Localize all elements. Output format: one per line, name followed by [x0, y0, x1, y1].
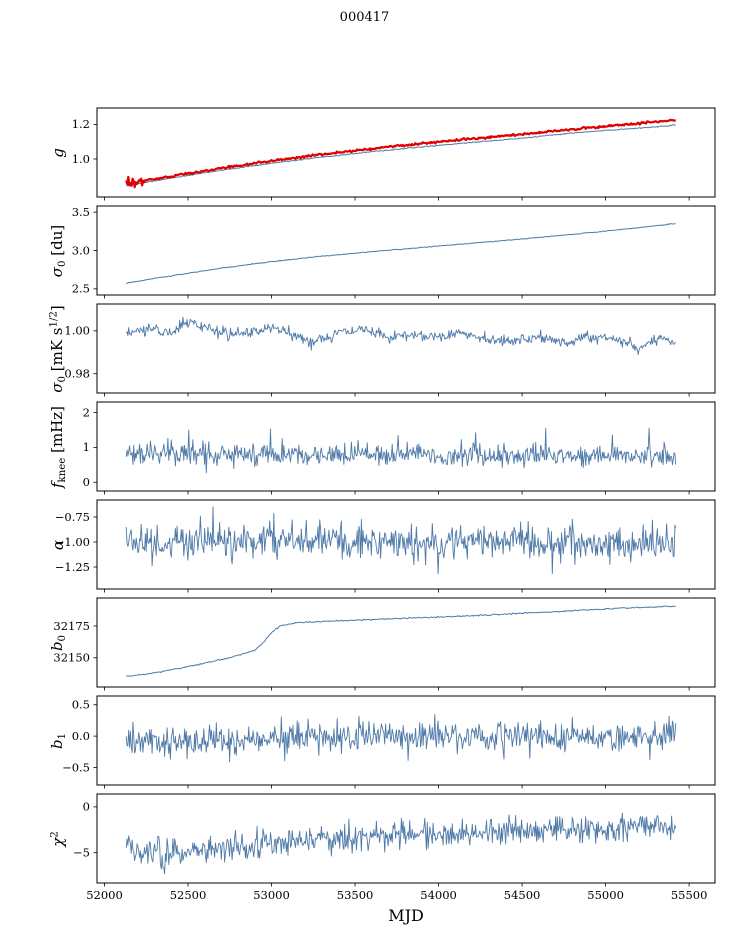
x-tick-label: 54500	[503, 888, 541, 902]
axes-border	[96, 695, 716, 786]
y-axis-label-part: 0	[56, 634, 68, 641]
panel-alpha: −0.75 −1.00 −1.25	[0, 494, 729, 595]
y-tick-label: −0.75	[55, 510, 90, 524]
panel-b0: 32150 32175	[0, 592, 729, 693]
x-tick-label: 53000	[253, 888, 290, 902]
y-tick-label: 0	[83, 475, 90, 489]
y-tick-label: 0.5	[72, 698, 90, 712]
axes-border	[96, 107, 716, 198]
panel-plot-fknee: 0 1 2	[83, 401, 716, 495]
y-axis-label-alpha: α	[49, 539, 67, 549]
x-tick-label: 53500	[336, 888, 374, 902]
axes-border	[96, 499, 716, 590]
y-tick-label: −1.25	[55, 560, 90, 574]
panel-chi2: −5 0	[0, 788, 729, 889]
series-g-fit	[126, 124, 676, 187]
series-sigma0-du	[126, 223, 676, 284]
y-axis-label-part: 2	[49, 830, 61, 838]
series-b1	[125, 714, 677, 763]
x-tick-label: 55000	[587, 888, 624, 902]
y-axis-label-b1: b1	[48, 732, 68, 748]
panel-plot-sigma0-du: 2.5 3.0 3.5	[72, 205, 716, 299]
y-tick-label: −5	[73, 846, 90, 860]
y-tick-label: 0.98	[64, 366, 90, 380]
y-axis-label-part: 1	[56, 732, 68, 739]
panel-plot-b0: 32150 32175	[53, 597, 716, 691]
y-axis-label-part: b	[48, 738, 67, 749]
x-tick-label: 52500	[169, 888, 207, 902]
panel-plot-sigma0-mk: 0.98 1.00	[64, 303, 716, 397]
y-tick-label: 32150	[53, 651, 90, 665]
y-tick-label: 0.0	[72, 729, 90, 743]
panel-fknee: 0 1 2	[0, 396, 729, 497]
y-axis-label-part: σ	[48, 266, 67, 277]
series-b0	[126, 605, 676, 677]
series-sigma0-mk	[125, 316, 676, 355]
y-axis-label-sigma0-mk: σ0 [mK s1/2]	[48, 305, 68, 393]
axes-border	[96, 205, 716, 296]
x-tick-label: 54000	[420, 888, 457, 902]
y-tick-label: 2.5	[72, 282, 90, 296]
y-axis-label-part: 1/2	[48, 310, 60, 328]
y-axis-label-chi2: χ2	[49, 831, 67, 847]
y-axis-label-part: f	[48, 481, 67, 488]
y-axis-label-part: knee	[56, 457, 68, 482]
panel-plot-g: 1.0 1.2	[72, 107, 716, 201]
panel-plot-chi2: −5 0	[73, 793, 716, 887]
x-tick-label: 52000	[86, 888, 123, 902]
axes-border	[96, 303, 716, 394]
y-axis-label-part: ]	[48, 304, 67, 311]
y-tick-label: 0	[83, 800, 90, 814]
y-axis-label-part: 0	[56, 375, 68, 383]
axes-border	[96, 597, 716, 688]
chart-title: 000417	[339, 10, 390, 25]
y-tick-label: 3.0	[72, 243, 90, 257]
y-tick-label: 2	[83, 405, 90, 419]
y-axis-label-part: α	[49, 539, 67, 550]
y-tick-label: 1.0	[72, 152, 90, 166]
y-axis-label-g: g	[49, 148, 67, 158]
y-axis-label-part: 0	[56, 260, 68, 267]
y-tick-label: 1.00	[64, 324, 90, 338]
x-axis-label: MJD	[388, 906, 424, 925]
axes-border	[96, 793, 716, 884]
y-axis-label-part: g	[49, 147, 67, 158]
series-chi2	[125, 812, 677, 875]
y-tick-label: 3.5	[72, 205, 90, 219]
panel-plot-b1: −0.5 0.0 0.5	[62, 695, 716, 789]
x-axis-tick-labels: 52000 52500 53000 53500 54000 54500 55000 55500	[0, 888, 729, 904]
panel-sigma0-du: 2.5 3.0 3.5	[0, 200, 729, 301]
y-axis-label-part: b	[48, 640, 67, 651]
y-axis-label-part: σ	[48, 382, 67, 393]
y-axis-label-part: [mHz]	[48, 405, 67, 458]
y-tick-label: −0.5	[62, 760, 90, 774]
y-axis-label-sigma0-du: σ0 [du]	[48, 224, 68, 276]
y-tick-label: 1.2	[72, 117, 90, 131]
panel-g: 1.0 1.2	[0, 102, 729, 203]
panel-sigma0-mk: 0.98 1.00	[0, 298, 729, 399]
panel-plot-alpha: −0.75 −1.00 −1.25	[55, 499, 716, 593]
y-axis-label-part: χ	[49, 837, 67, 847]
y-axis-label-fknee: fknee [mHz]	[48, 405, 68, 487]
axes-border	[96, 401, 716, 492]
x-tick-label: 55500	[670, 888, 708, 902]
y-axis-label-part: [mK s	[48, 327, 67, 376]
y-tick-label: 32175	[53, 619, 90, 633]
y-tick-label: 1	[83, 440, 90, 454]
panel-b1: −0.5 0.0 0.5	[0, 690, 729, 791]
series-fknee	[125, 427, 677, 474]
series-alpha	[125, 506, 677, 575]
y-axis-label-part: [du]	[48, 224, 67, 261]
y-tick-label: −1.00	[55, 535, 90, 549]
y-axis-label-b0: b0	[48, 634, 68, 650]
series-g-measured	[125, 118, 677, 189]
